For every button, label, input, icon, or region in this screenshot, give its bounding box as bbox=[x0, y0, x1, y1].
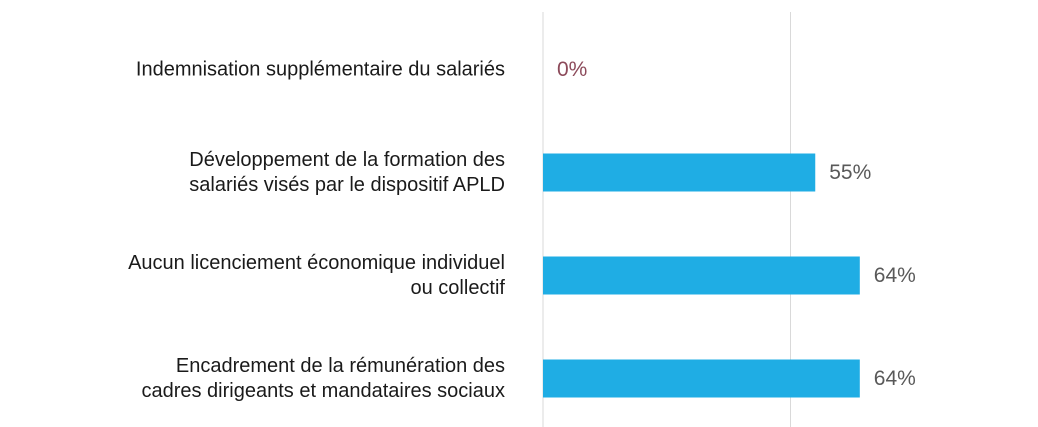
value-label: 55% bbox=[829, 161, 871, 184]
category-label: Développement de la formation des salari… bbox=[189, 148, 505, 196]
bar bbox=[543, 359, 860, 398]
value-label: 64% bbox=[874, 264, 916, 287]
value-label: 0% bbox=[557, 58, 587, 81]
bar bbox=[543, 256, 860, 295]
category-label: Indemnisation supplémentaire du salariés bbox=[135, 58, 505, 80]
bar bbox=[543, 153, 816, 192]
category-label: Aucun licenciement économique individuel… bbox=[128, 251, 505, 299]
category-label: Encadrement de la rémunération des cadre… bbox=[141, 354, 505, 402]
value-label: 64% bbox=[874, 367, 916, 390]
